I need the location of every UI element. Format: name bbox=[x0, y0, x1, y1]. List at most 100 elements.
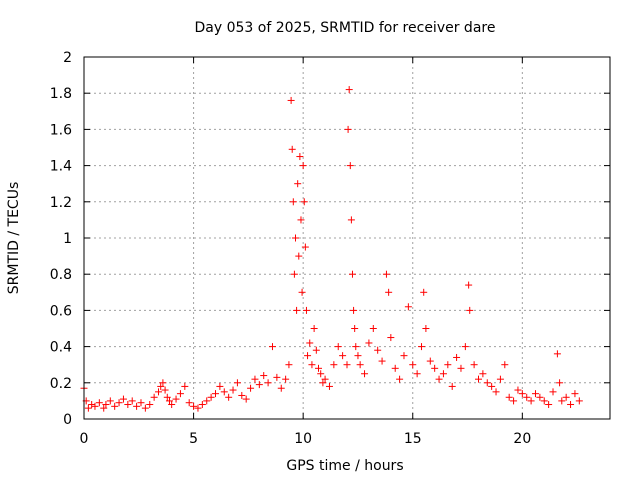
data-point bbox=[426, 357, 434, 365]
data-point bbox=[181, 382, 189, 390]
data-point bbox=[312, 346, 320, 354]
data-point bbox=[540, 397, 548, 405]
data-point bbox=[457, 364, 465, 372]
data-point bbox=[194, 404, 202, 412]
grid bbox=[84, 57, 610, 419]
data-point bbox=[505, 393, 513, 401]
data-point bbox=[344, 125, 352, 133]
data-point bbox=[288, 145, 296, 153]
data-point bbox=[404, 303, 412, 311]
data-point bbox=[321, 375, 329, 383]
data-point bbox=[466, 306, 474, 314]
data-point bbox=[124, 401, 132, 409]
data-point bbox=[527, 397, 535, 405]
data-point bbox=[562, 393, 570, 401]
data-point bbox=[501, 361, 509, 369]
data-point bbox=[413, 370, 421, 378]
data-point bbox=[273, 373, 281, 381]
data-point bbox=[111, 402, 119, 410]
data-point bbox=[115, 399, 123, 407]
data-point bbox=[150, 393, 158, 401]
data-point bbox=[315, 364, 323, 372]
y-axis-label: SRMTID / TECUs bbox=[6, 182, 22, 295]
data-point bbox=[325, 382, 333, 390]
data-point bbox=[418, 343, 426, 351]
data-point bbox=[102, 401, 110, 409]
data-point bbox=[207, 393, 215, 401]
data-point bbox=[369, 325, 377, 332]
data-point bbox=[567, 401, 575, 409]
data-point bbox=[352, 343, 360, 351]
data-point bbox=[289, 198, 297, 206]
data-point bbox=[88, 401, 96, 409]
data-point bbox=[203, 397, 211, 405]
data-point bbox=[334, 343, 342, 351]
data-point bbox=[545, 401, 553, 409]
data-point bbox=[304, 352, 312, 360]
data-point bbox=[295, 252, 303, 260]
data-point bbox=[212, 390, 219, 398]
data-point bbox=[479, 370, 487, 378]
y-tick-label: 2 bbox=[63, 50, 72, 66]
data-point bbox=[255, 381, 263, 389]
data-point bbox=[420, 288, 428, 296]
data-point bbox=[439, 370, 447, 378]
data-point bbox=[461, 343, 469, 351]
data-point bbox=[319, 379, 327, 387]
data-point bbox=[531, 390, 539, 398]
data-point bbox=[220, 388, 228, 396]
data-point bbox=[277, 384, 285, 392]
data-point bbox=[348, 270, 356, 278]
data-point bbox=[523, 393, 531, 401]
data-point bbox=[361, 370, 369, 378]
data-point bbox=[350, 306, 358, 314]
y-tick-label: 1.2 bbox=[50, 195, 72, 211]
data-point bbox=[137, 399, 145, 407]
x-tick-label: 0 bbox=[80, 431, 89, 447]
data-point bbox=[300, 198, 308, 206]
data-point bbox=[339, 352, 347, 360]
data-point bbox=[242, 395, 250, 403]
data-point bbox=[496, 375, 504, 383]
data-point bbox=[470, 361, 478, 369]
data-point bbox=[133, 402, 141, 410]
data-point bbox=[387, 334, 395, 342]
data-point bbox=[378, 357, 386, 365]
data-point bbox=[297, 216, 305, 224]
x-tick-label: 10 bbox=[294, 431, 312, 447]
data-point bbox=[247, 384, 255, 392]
data-point bbox=[260, 372, 268, 380]
y-tick-label: 0.8 bbox=[50, 267, 72, 283]
data-point bbox=[100, 404, 108, 412]
data-point bbox=[294, 180, 302, 188]
data-point bbox=[558, 397, 566, 405]
data-point bbox=[488, 382, 496, 390]
y-tick-label: 1.6 bbox=[50, 122, 72, 138]
data-point bbox=[251, 375, 259, 383]
y-tick-label: 0.4 bbox=[50, 340, 72, 356]
y-tick-label: 0.6 bbox=[50, 303, 72, 319]
data-point bbox=[198, 401, 206, 409]
x-tick-label: 20 bbox=[513, 431, 531, 447]
data-point bbox=[356, 361, 364, 369]
data-point bbox=[391, 364, 399, 372]
data-point bbox=[91, 402, 99, 410]
data-point bbox=[382, 270, 390, 278]
data-point bbox=[514, 386, 522, 394]
data-point bbox=[287, 96, 295, 104]
data-point bbox=[106, 397, 114, 405]
data-point bbox=[306, 339, 314, 347]
data-point bbox=[553, 350, 561, 358]
data-point bbox=[346, 162, 354, 170]
data-point bbox=[299, 162, 307, 170]
data-point bbox=[453, 353, 461, 361]
y-tick-label: 1 bbox=[63, 231, 72, 247]
data-point bbox=[431, 364, 439, 372]
data-point bbox=[575, 397, 583, 405]
data-point bbox=[302, 306, 310, 314]
data-point bbox=[571, 390, 579, 398]
data-point bbox=[409, 361, 417, 369]
x-tick-label: 5 bbox=[189, 431, 198, 447]
data-point bbox=[141, 404, 149, 412]
